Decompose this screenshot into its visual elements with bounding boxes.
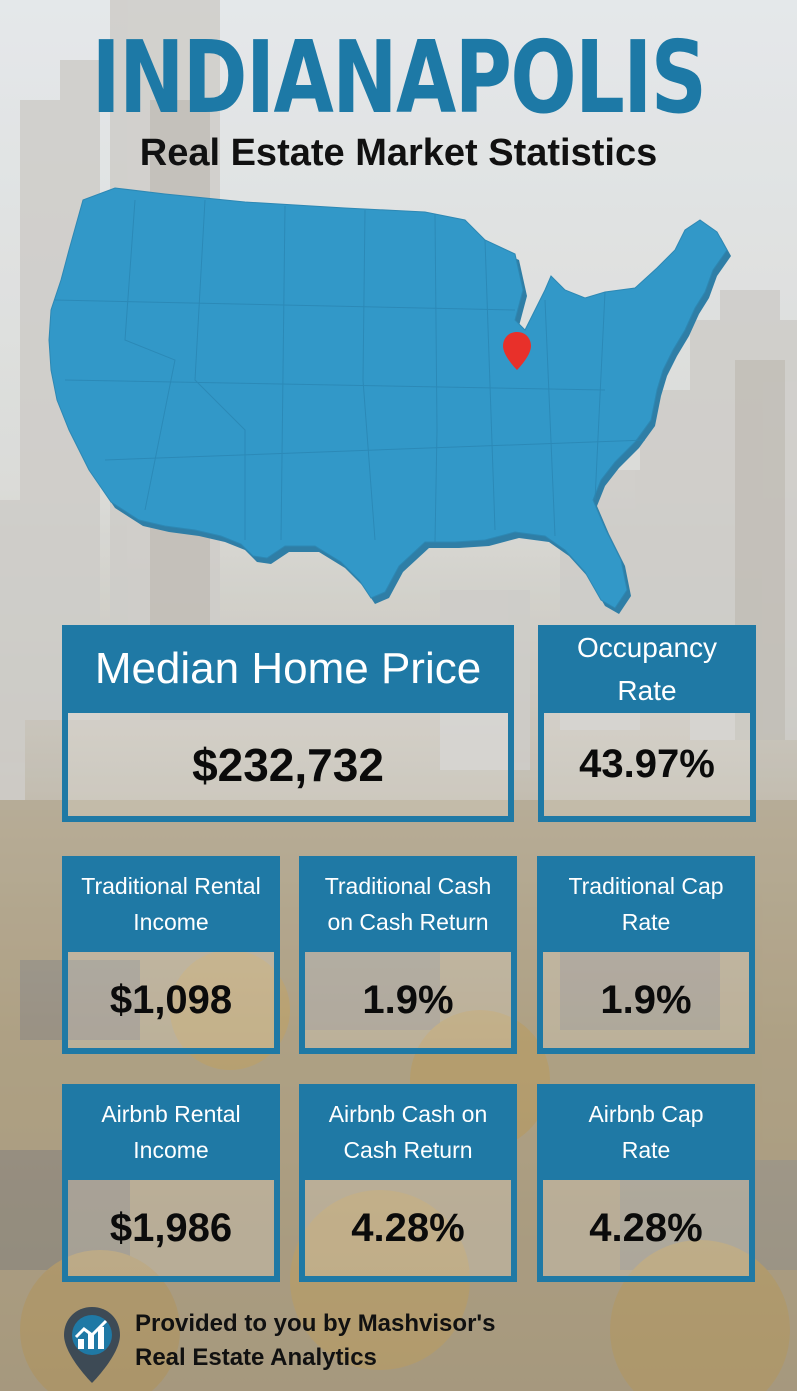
airbnb-rental-income-value: $1,986 (109, 1205, 233, 1250)
traditional-rental-income-label-line1: Traditional Rental (81, 873, 261, 899)
traditional-rental-income-label-line2: Income (133, 909, 209, 935)
airbnb-cash-on-cash-label: Airbnb Cash on Cash Return (299, 1084, 517, 1180)
occupancy-rate-card: Occupancy Rate 43.97% (538, 625, 756, 822)
airbnb-rental-income-card: Airbnb Rental Income $1,986 (62, 1084, 280, 1282)
median-home-price-value: $232,732 (192, 738, 384, 791)
airbnb-rental-income-label: Airbnb Rental Income (62, 1084, 280, 1180)
traditional-cash-on-cash-value: 1.9% (362, 977, 454, 1022)
airbnb-cap-rate-value: 4.28% (589, 1205, 703, 1250)
airbnb-cash-on-cash-card: Airbnb Cash on Cash Return 4.28% (299, 1084, 517, 1282)
median-home-price-card: Median Home Price $232,732 (62, 625, 514, 822)
airbnb-cash-on-cash-value: 4.28% (351, 1205, 465, 1250)
page-subtitle: Real Estate Market Statistics (139, 132, 658, 174)
occupancy-rate-label: Occupancy Rate (538, 625, 756, 713)
footer: Provided to you by Mashvisor's Real Esta… (62, 1305, 762, 1383)
traditional-rental-income-label: Traditional Rental Income (62, 856, 280, 952)
airbnb-cash-on-cash-label-line1: Airbnb Cash on (328, 1101, 488, 1127)
footer-text: Provided to you by Mashvisor's Real Esta… (135, 1307, 495, 1375)
occupancy-rate-label-line2: Rate (617, 675, 677, 706)
airbnb-cap-rate-label-line1: Airbnb Cap (588, 1101, 704, 1127)
airbnb-rental-income-label-line2: Income (133, 1137, 209, 1163)
traditional-cap-rate-value: 1.9% (600, 977, 692, 1022)
traditional-cap-rate-label-line2: Rate (621, 909, 671, 935)
airbnb-cap-rate-card: Airbnb Cap Rate 4.28% (537, 1084, 755, 1282)
traditional-rental-income-card: Traditional Rental Income $1,098 (62, 856, 280, 1054)
airbnb-cap-rate-label-line2: Rate (621, 1137, 671, 1163)
airbnb-cash-on-cash-label-line2: Cash Return (343, 1137, 473, 1163)
traditional-cash-on-cash-card: Traditional Cash on Cash Return 1.9% (299, 856, 517, 1054)
occupancy-rate-label-line1: Occupancy (576, 632, 718, 663)
location-pin-icon (503, 332, 531, 370)
page-title: INDIANAPOLIS (91, 19, 707, 136)
footer-line1: Provided to you by Mashvisor's (135, 1310, 496, 1337)
traditional-cap-rate-label-line1: Traditional Cap (568, 873, 724, 899)
mashvisor-logo-icon (64, 1307, 120, 1383)
footer-line2: Real Estate Analytics (135, 1344, 377, 1371)
traditional-rental-income-value: $1,098 (109, 977, 233, 1022)
traditional-cap-rate-label: Traditional Cap Rate (537, 856, 755, 952)
occupancy-rate-value: 43.97% (579, 742, 715, 786)
traditional-cash-on-cash-label: Traditional Cash on Cash Return (299, 856, 517, 952)
airbnb-cap-rate-label: Airbnb Cap Rate (537, 1084, 755, 1180)
traditional-cash-on-cash-label-line1: Traditional Cash (324, 873, 492, 899)
traditional-cash-on-cash-label-line2: on Cash Return (327, 909, 489, 935)
airbnb-rental-income-label-line1: Airbnb Rental (101, 1101, 241, 1127)
median-home-price-label: Median Home Price (62, 625, 514, 713)
traditional-cap-rate-card: Traditional Cap Rate 1.9% (537, 856, 755, 1054)
usa-map-icon (48, 187, 731, 614)
